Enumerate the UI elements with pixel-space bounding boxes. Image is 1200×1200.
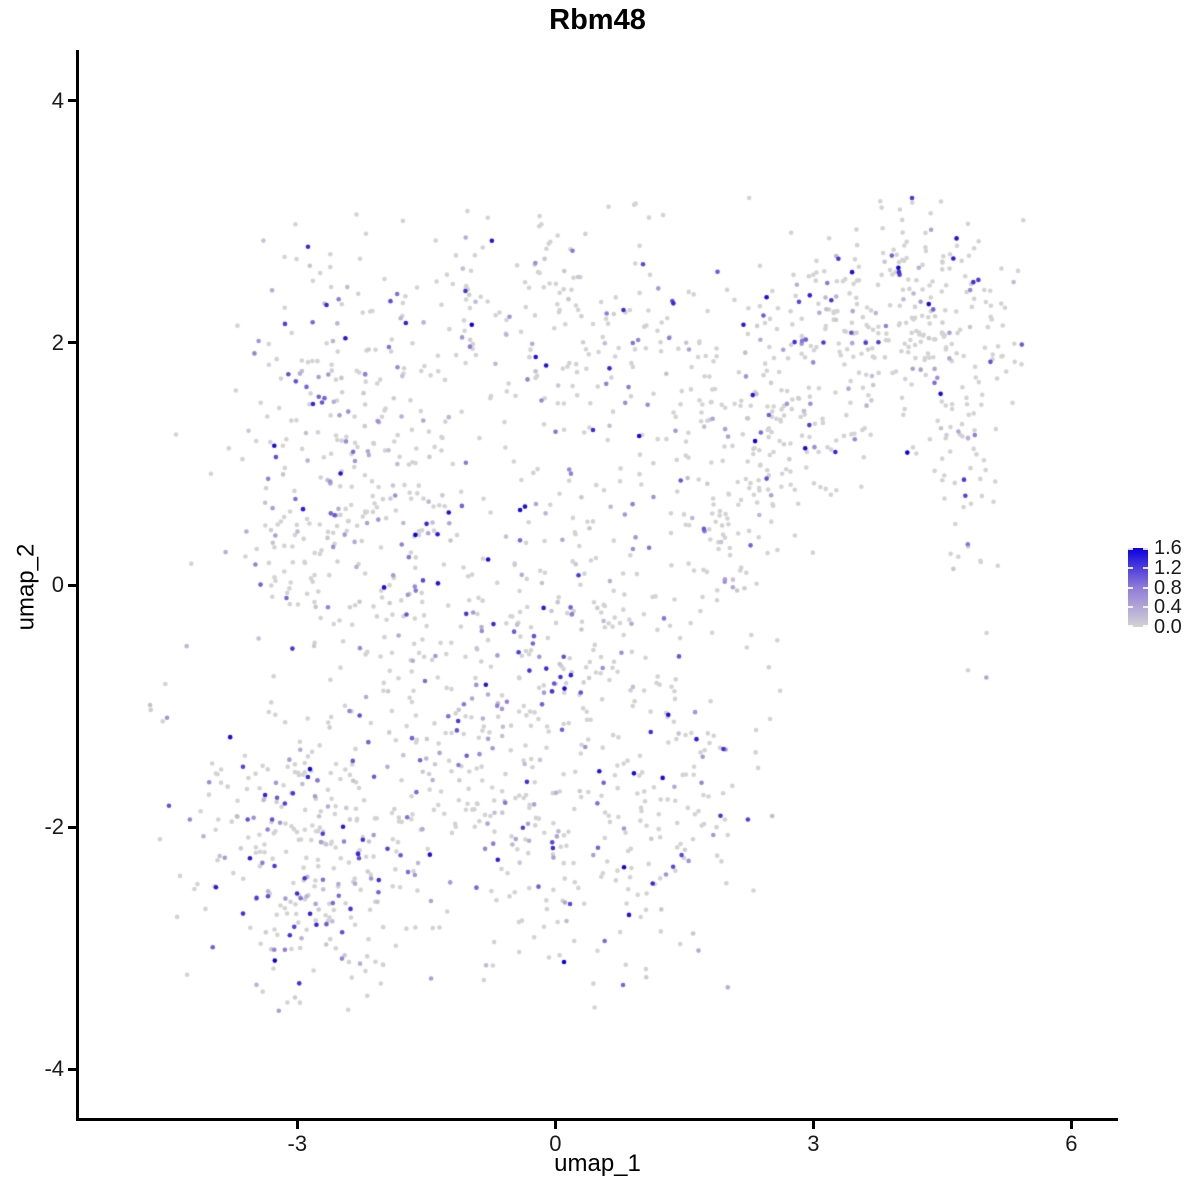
colorbar-tick-label: 1.2 (1154, 556, 1182, 579)
y-tick-label: 0 (51, 572, 64, 598)
colorbar-tick-label: 1.6 (1154, 537, 1182, 559)
scatter-canvas (78, 50, 1117, 1119)
colorbar-tick-mark (1143, 548, 1148, 550)
colorbar-tick-label: 0.0 (1154, 616, 1182, 638)
colorbar-tick-mark (1143, 566, 1148, 569)
x-axis-line (76, 1118, 1118, 1121)
colorbar-gradient (1128, 548, 1148, 627)
x-tick-label: 3 (807, 1131, 820, 1156)
y-tick-label: -2 (44, 814, 64, 840)
colorbar-tick-label: 0.4 (1154, 596, 1182, 619)
y-tick-mark (68, 825, 76, 829)
x-tick-mark (553, 1121, 557, 1129)
x-tick-label: 6 (1065, 1131, 1078, 1156)
colorbar-tick-mark (1143, 606, 1148, 609)
colorbar-tick-mark (1128, 606, 1133, 609)
y-tick-label: 4 (51, 87, 64, 113)
colorbar-tick-mark (1143, 625, 1148, 627)
y-tick-mark (68, 99, 76, 103)
colorbar-tick-mark (1143, 586, 1148, 589)
y-tick-label: 2 (51, 329, 64, 355)
y-tick-mark (68, 1067, 76, 1071)
colorbar-tick-mark (1128, 566, 1133, 569)
x-tick-mark (295, 1121, 299, 1129)
x-tick-mark (811, 1121, 815, 1129)
colorbar-tick-mark (1128, 586, 1133, 589)
plot-title: Rbm48 (549, 4, 646, 36)
colorbar-tick-label: 0.8 (1154, 576, 1182, 599)
colorbar-tick-mark (1128, 548, 1133, 550)
x-tick-label: -3 (287, 1131, 308, 1156)
y-tick-label: -4 (44, 1056, 64, 1082)
y-axis-title: umap_2 (12, 543, 40, 631)
y-axis-line (76, 50, 79, 1121)
y-tick-mark (68, 583, 76, 587)
colorbar-tick-mark (1128, 625, 1133, 627)
x-tick-mark (1069, 1121, 1073, 1129)
x-axis-title: umap_1 (554, 1150, 641, 1177)
x-tick-label: 0 (549, 1131, 562, 1156)
y-tick-mark (68, 341, 76, 345)
